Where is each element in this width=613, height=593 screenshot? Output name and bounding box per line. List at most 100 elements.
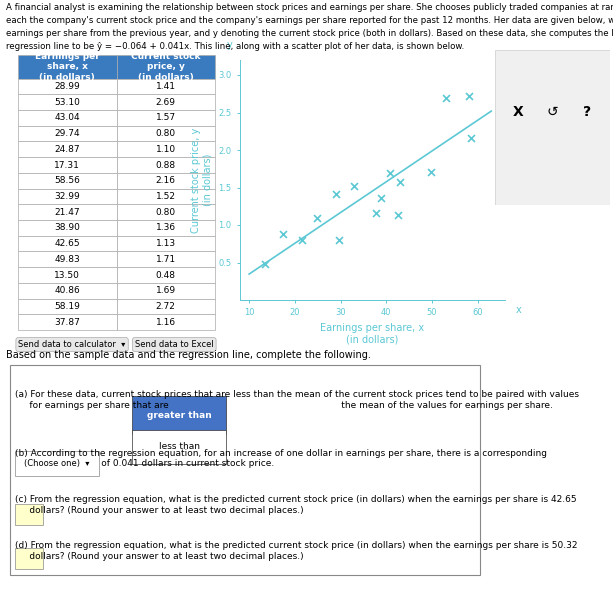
Point — [466, 133, 476, 143]
Text: A financial analyst is examining the relationship between stock prices and earni: A financial analyst is examining the rel… — [6, 3, 613, 12]
Text: Based on the sample data and the regression line, complete the following.: Based on the sample data and the regress… — [6, 350, 371, 360]
Bar — [18, 220, 116, 235]
Text: (b) According to the regression equation, for an increase of one dollar in earni: (b) According to the regression equation… — [15, 449, 547, 468]
Text: Send data to Excel: Send data to Excel — [135, 340, 213, 349]
Bar — [18, 55, 116, 78]
Text: 32.99: 32.99 — [55, 192, 80, 201]
Bar — [116, 251, 215, 267]
Point — [394, 211, 403, 220]
Point — [371, 208, 381, 218]
Bar — [116, 220, 215, 235]
Bar — [18, 94, 116, 110]
Bar — [18, 283, 116, 298]
Text: each the company's current stock price and the company's earnings per share repo: each the company's current stock price a… — [6, 16, 613, 25]
Bar — [18, 141, 116, 157]
Point — [385, 168, 395, 178]
Bar — [116, 173, 215, 189]
Bar — [18, 298, 116, 314]
Text: 43.04: 43.04 — [55, 113, 80, 122]
FancyBboxPatch shape — [15, 548, 43, 569]
Text: 1.41: 1.41 — [156, 82, 176, 91]
Text: y: y — [227, 40, 232, 50]
Text: 0.48: 0.48 — [156, 270, 176, 279]
Text: 49.83: 49.83 — [55, 255, 80, 264]
Text: greater than: greater than — [147, 411, 211, 420]
Text: (c) From the regression equation, what is the predicted current stock price (in : (c) From the regression equation, what i… — [15, 495, 576, 515]
Text: 1.69: 1.69 — [156, 286, 176, 295]
Bar — [116, 283, 215, 298]
Text: 17.31: 17.31 — [55, 161, 80, 170]
Bar — [18, 204, 116, 220]
Bar — [116, 141, 215, 157]
Text: 1.10: 1.10 — [156, 145, 176, 154]
Text: X: X — [512, 105, 524, 119]
Text: 42.65: 42.65 — [55, 239, 80, 248]
Point — [465, 91, 474, 101]
Text: ↺: ↺ — [547, 105, 558, 119]
Point — [312, 213, 322, 222]
Text: (d) From the regression equation, what is the predicted current stock price (in : (d) From the regression equation, what i… — [15, 541, 577, 561]
Text: 0.80: 0.80 — [156, 129, 176, 138]
Bar — [116, 204, 215, 220]
Bar — [18, 126, 116, 141]
Bar — [116, 235, 215, 251]
Bar — [116, 267, 215, 283]
Point — [441, 94, 451, 103]
Text: 40.86: 40.86 — [55, 286, 80, 295]
Text: 28.99: 28.99 — [55, 82, 80, 91]
Text: 1.16: 1.16 — [156, 318, 176, 327]
Text: Send data to calculator  ▾: Send data to calculator ▾ — [18, 340, 126, 349]
Bar — [116, 94, 215, 110]
Text: 1.71: 1.71 — [156, 255, 176, 264]
FancyBboxPatch shape — [15, 451, 99, 476]
Bar — [18, 251, 116, 267]
FancyBboxPatch shape — [15, 503, 43, 525]
Bar — [18, 173, 116, 189]
Text: 53.10: 53.10 — [55, 98, 80, 107]
Point — [376, 193, 386, 203]
Text: 2.72: 2.72 — [156, 302, 176, 311]
Point — [335, 235, 345, 245]
Bar — [18, 314, 116, 330]
Text: x: x — [516, 305, 521, 315]
Text: 2.16: 2.16 — [156, 176, 176, 185]
Text: 1.57: 1.57 — [156, 113, 176, 122]
Bar — [116, 298, 215, 314]
Bar — [18, 78, 116, 94]
X-axis label: Earnings per share, x
(in dollars): Earnings per share, x (in dollars) — [321, 323, 425, 345]
FancyBboxPatch shape — [132, 430, 226, 464]
Text: (Choose one)  ▾: (Choose one) ▾ — [25, 459, 89, 468]
Text: 29.74: 29.74 — [55, 129, 80, 138]
Text: 0.88: 0.88 — [156, 161, 176, 170]
Bar — [116, 189, 215, 204]
Bar — [116, 55, 215, 78]
Bar — [18, 110, 116, 126]
FancyBboxPatch shape — [132, 397, 226, 434]
Text: 38.90: 38.90 — [55, 224, 80, 232]
Point — [426, 167, 436, 177]
Point — [261, 259, 270, 269]
Text: 37.87: 37.87 — [55, 318, 80, 327]
Text: 1.52: 1.52 — [156, 192, 176, 201]
Bar — [18, 235, 116, 251]
Text: earnings per share from the previous year, and y denoting the current stock pric: earnings per share from the previous yea… — [6, 29, 613, 38]
Point — [278, 229, 287, 239]
Text: 1.13: 1.13 — [156, 239, 176, 248]
Text: 58.19: 58.19 — [55, 302, 80, 311]
Text: ?: ? — [583, 105, 591, 119]
Text: 21.47: 21.47 — [55, 208, 80, 216]
Bar — [18, 157, 116, 173]
Point — [395, 177, 405, 187]
Text: 0.80: 0.80 — [156, 208, 176, 216]
Text: less than: less than — [159, 442, 200, 451]
Text: 24.87: 24.87 — [55, 145, 80, 154]
Bar — [116, 314, 215, 330]
Text: Current stock
price, y
(in dollars): Current stock price, y (in dollars) — [131, 52, 200, 82]
Bar — [18, 189, 116, 204]
Text: 13.50: 13.50 — [55, 270, 80, 279]
Bar — [18, 267, 116, 283]
Point — [297, 235, 306, 245]
Bar — [116, 126, 215, 141]
Y-axis label: Current stock price, y
(in dollars): Current stock price, y (in dollars) — [191, 127, 213, 232]
Bar — [116, 110, 215, 126]
